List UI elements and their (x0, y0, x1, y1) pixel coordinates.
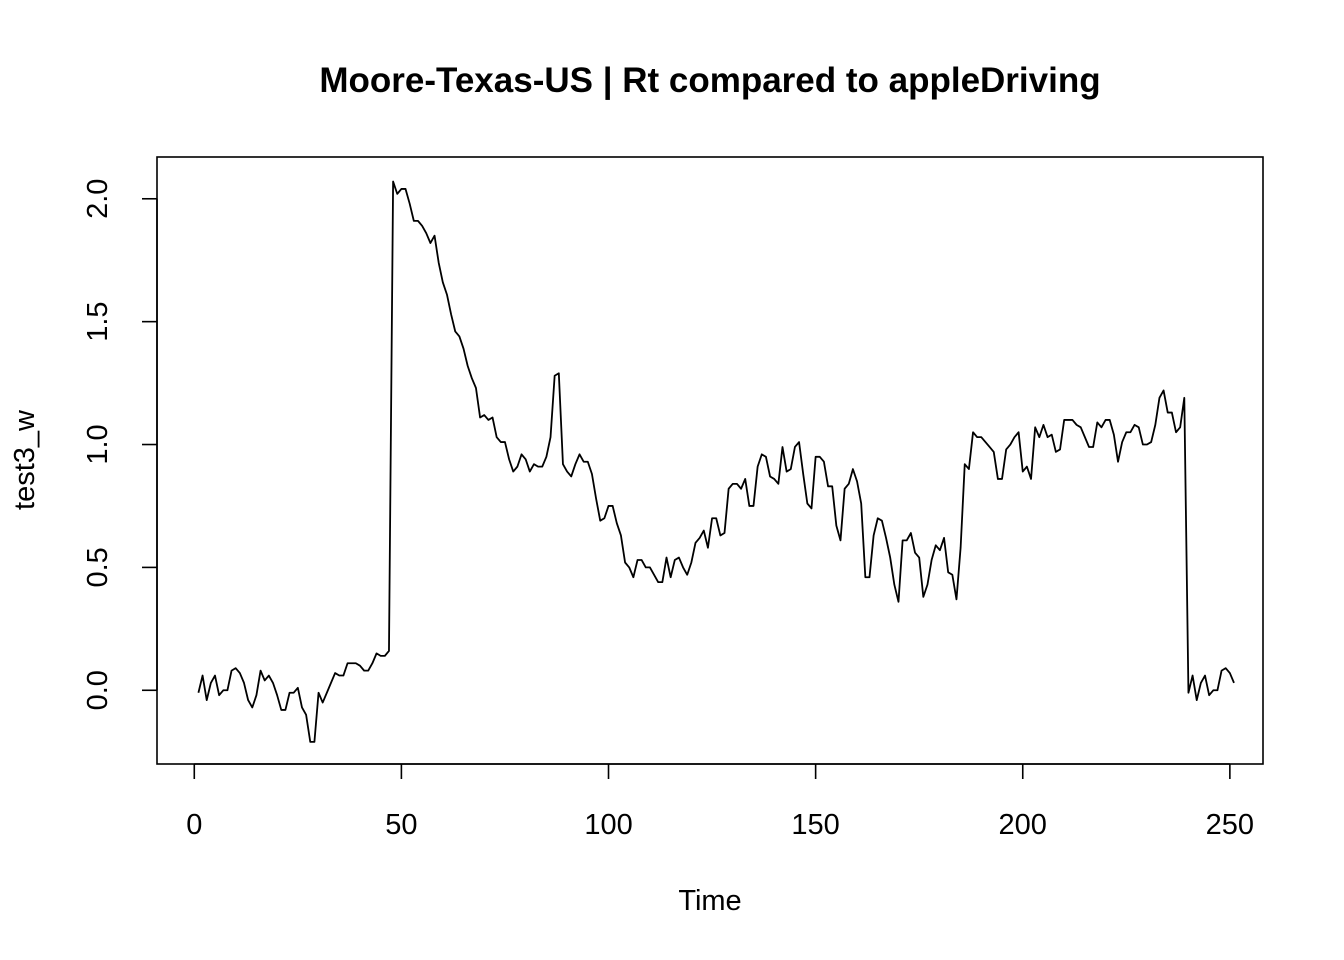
x-tick-label: 150 (791, 809, 839, 841)
y-tick-label: 0.5 (82, 547, 114, 587)
y-axis: 0.0 0.5 1.0 1.5 2.0 (82, 179, 158, 710)
x-tick-label: 0 (186, 809, 202, 841)
series-line (197, 180, 1235, 743)
x-axis: 0 50 100 150 200 250 (186, 763, 1254, 841)
x-tick-label: 200 (999, 809, 1047, 841)
x-axis-label: Time (678, 885, 741, 917)
x-tick-label: 50 (385, 809, 417, 841)
y-axis-label: test3_w (9, 409, 41, 510)
x-tick-label: 100 (584, 809, 632, 841)
series-group (197, 180, 1235, 743)
y-tick-label: 2.0 (82, 179, 114, 219)
plot-frame (156, 156, 1264, 765)
chart-title: Moore-Texas-US | Rt compared to appleDri… (319, 61, 1100, 100)
y-tick-label: 1.0 (82, 424, 114, 464)
y-tick-label: 0.0 (82, 670, 114, 710)
x-tick-label: 250 (1206, 809, 1254, 841)
y-tick-label: 1.5 (82, 301, 114, 341)
